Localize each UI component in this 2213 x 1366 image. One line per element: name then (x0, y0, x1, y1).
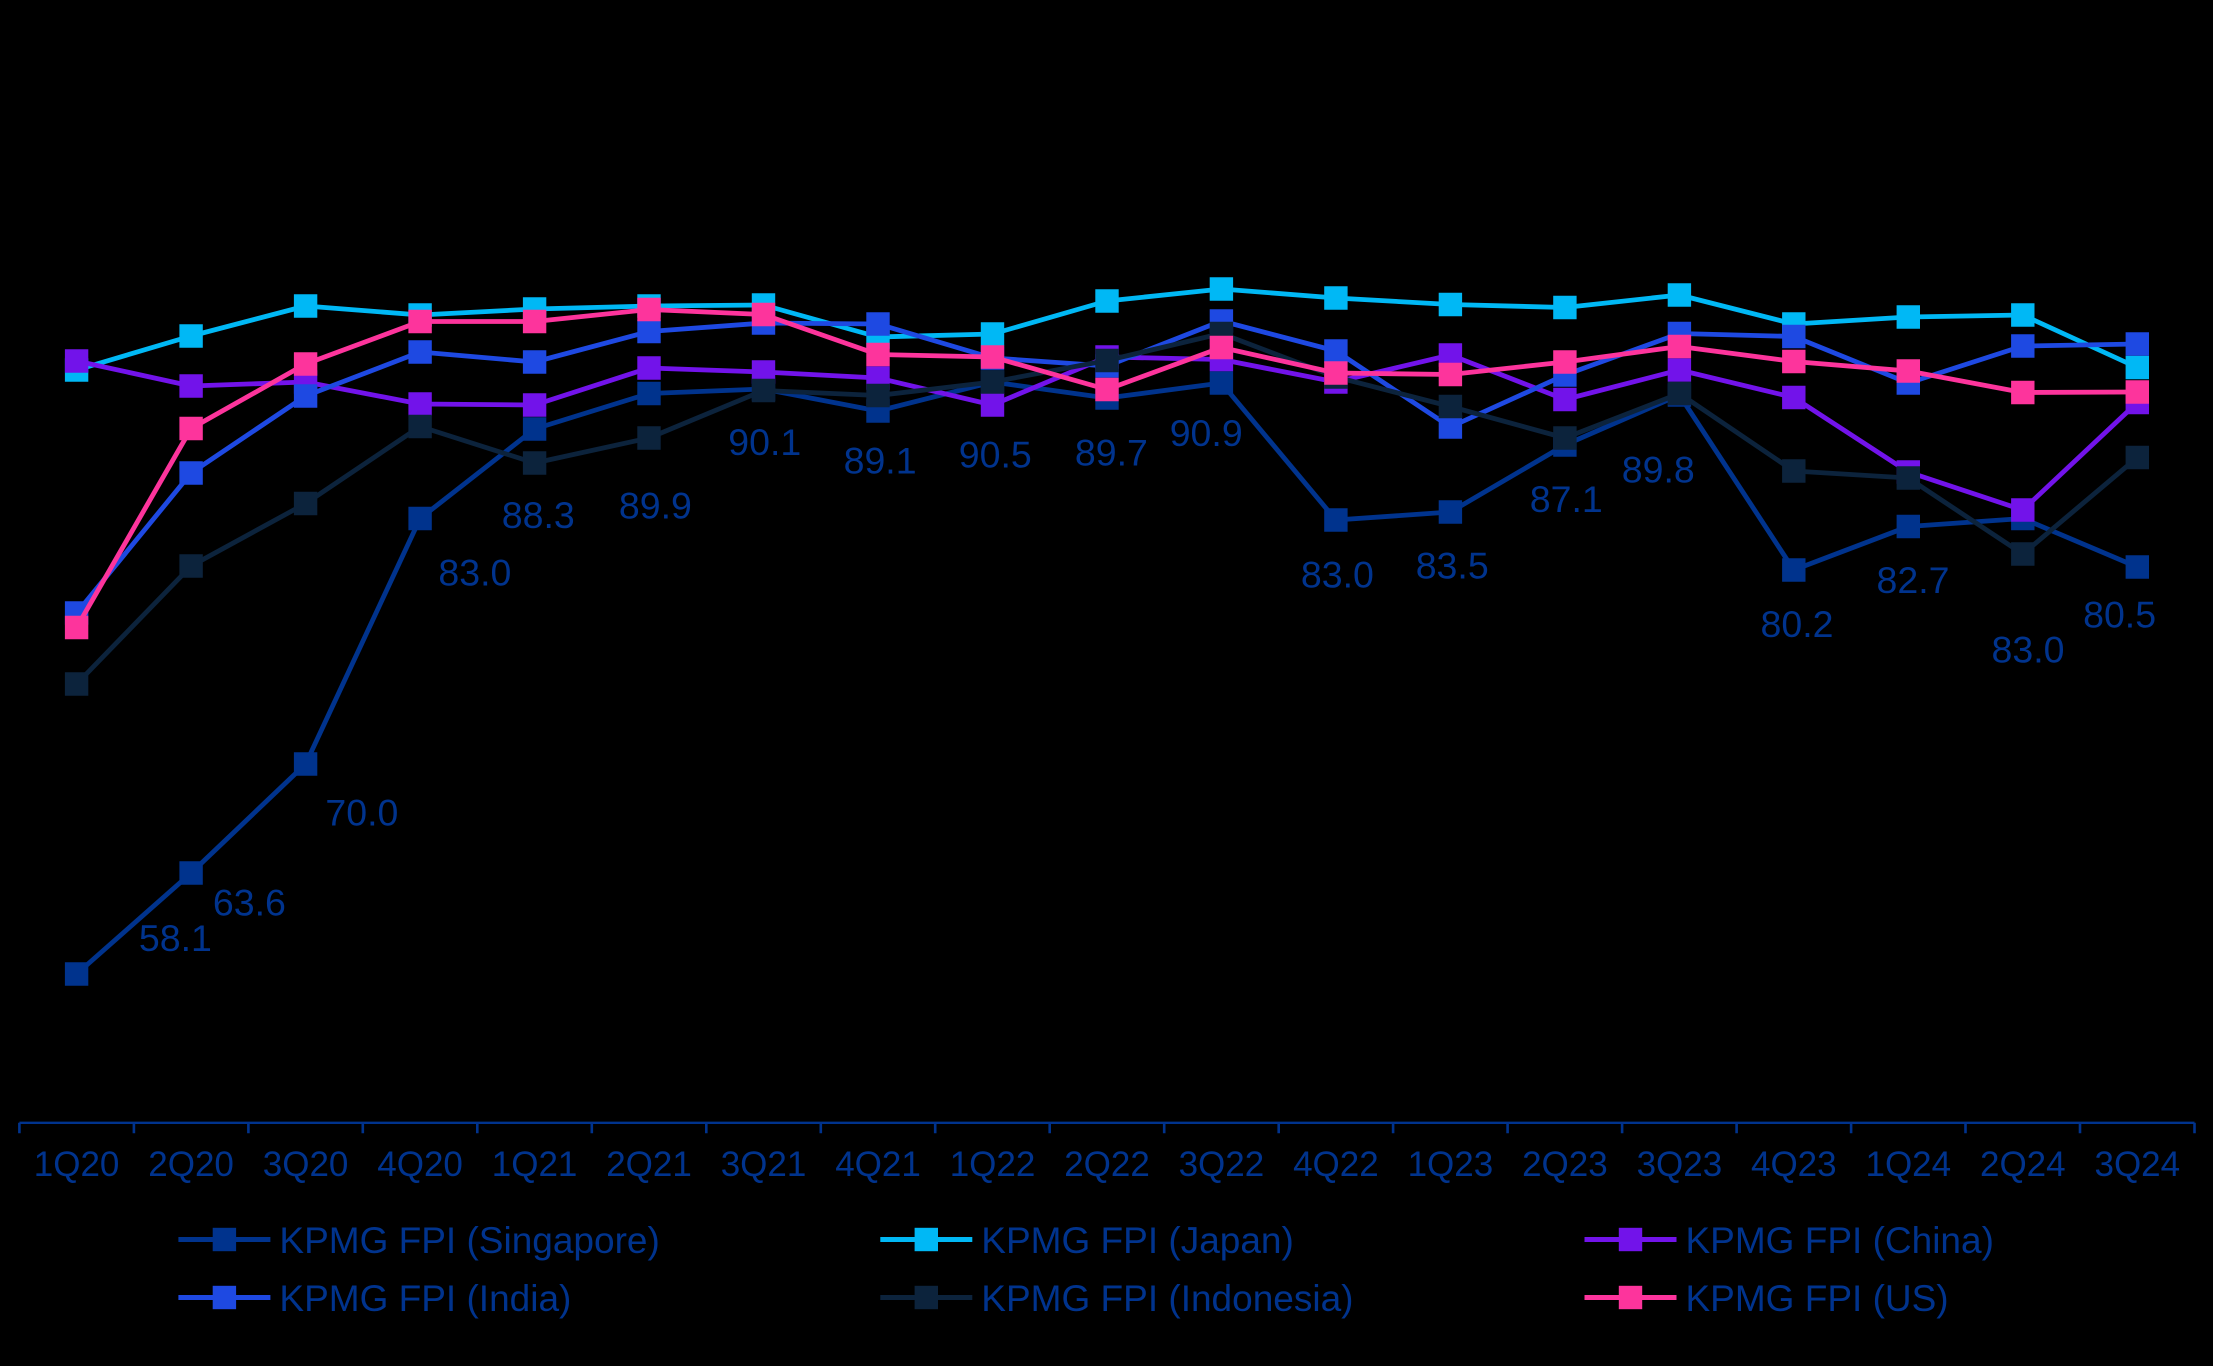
svg-text:KPMG FPI (Indonesia): KPMG FPI (Indonesia) (981, 1278, 1353, 1319)
svg-text:89.7: 89.7 (1075, 432, 1148, 474)
svg-text:1Q23: 1Q23 (1408, 1145, 1494, 1184)
svg-text:3Q21: 3Q21 (721, 1145, 807, 1184)
svg-text:KPMG FPI (Japan): KPMG FPI (Japan) (981, 1220, 1294, 1261)
svg-text:2Q24: 2Q24 (1980, 1145, 2066, 1184)
svg-text:4Q20: 4Q20 (377, 1145, 463, 1184)
svg-text:3Q22: 3Q22 (1179, 1145, 1265, 1184)
svg-text:63.6: 63.6 (213, 882, 286, 924)
svg-text:KPMG FPI (Singapore): KPMG FPI (Singapore) (279, 1220, 659, 1261)
svg-text:2Q21: 2Q21 (606, 1145, 692, 1184)
svg-text:KPMG FPI (China): KPMG FPI (China) (1686, 1220, 1994, 1261)
svg-text:90.1: 90.1 (728, 421, 801, 463)
svg-text:3Q20: 3Q20 (263, 1145, 349, 1184)
svg-text:3Q24: 3Q24 (2094, 1145, 2180, 1184)
svg-text:4Q21: 4Q21 (835, 1145, 921, 1184)
svg-text:89.9: 89.9 (619, 484, 692, 526)
svg-text:4Q23: 4Q23 (1751, 1145, 1837, 1184)
svg-text:2Q23: 2Q23 (1522, 1145, 1608, 1184)
svg-text:KPMG FPI (US): KPMG FPI (US) (1686, 1278, 1949, 1319)
svg-text:90.9: 90.9 (1170, 412, 1243, 454)
svg-text:3Q23: 3Q23 (1637, 1145, 1723, 1184)
svg-text:1Q24: 1Q24 (1865, 1145, 1951, 1184)
svg-text:1Q20: 1Q20 (34, 1145, 120, 1184)
svg-text:89.1: 89.1 (844, 439, 917, 481)
svg-text:90.5: 90.5 (959, 434, 1032, 476)
svg-text:1Q22: 1Q22 (950, 1145, 1036, 1184)
svg-text:80.2: 80.2 (1761, 603, 1834, 645)
svg-text:4Q22: 4Q22 (1293, 1145, 1379, 1184)
svg-text:88.3: 88.3 (502, 494, 575, 536)
svg-text:70.0: 70.0 (325, 792, 398, 834)
svg-text:2Q22: 2Q22 (1064, 1145, 1150, 1184)
svg-text:89.8: 89.8 (1622, 449, 1695, 491)
svg-text:KPMG FPI (India): KPMG FPI (India) (279, 1278, 571, 1319)
svg-text:2Q20: 2Q20 (148, 1145, 234, 1184)
svg-text:83.0: 83.0 (438, 552, 511, 594)
svg-text:1Q21: 1Q21 (492, 1145, 578, 1184)
svg-text:87.1: 87.1 (1530, 478, 1603, 520)
svg-text:83.0: 83.0 (1301, 553, 1374, 595)
svg-text:83.5: 83.5 (1416, 545, 1489, 587)
svg-text:82.7: 82.7 (1877, 559, 1950, 601)
svg-text:83.0: 83.0 (1992, 628, 2065, 670)
svg-text:80.5: 80.5 (2083, 594, 2156, 636)
svg-text:58.1: 58.1 (139, 917, 212, 959)
